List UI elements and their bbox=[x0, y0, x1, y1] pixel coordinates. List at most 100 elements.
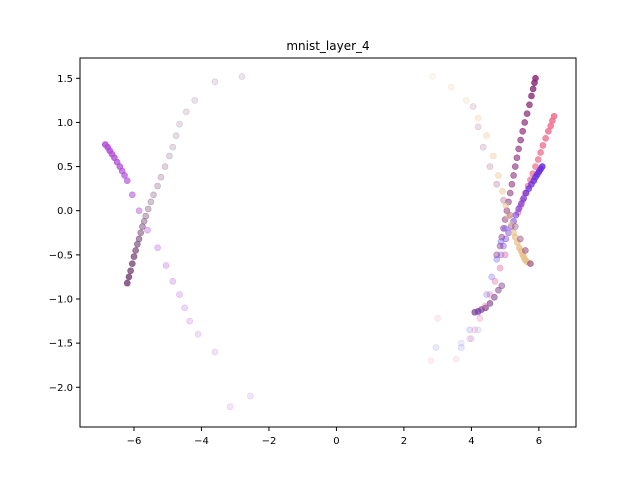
data-point-series-1 bbox=[211, 78, 219, 86]
data-point-series-4 bbox=[500, 242, 507, 250]
x-axis: −6 −4 −2 0 2 4 6 bbox=[127, 427, 542, 447]
y-tick-label: −1.0 bbox=[49, 294, 73, 305]
data-point-series-1 bbox=[172, 132, 180, 139]
data-point-series-1 bbox=[154, 182, 161, 190]
data-point-series-2 bbox=[528, 92, 535, 100]
data-point-series-4 bbox=[518, 200, 525, 207]
data-point-series-5 bbox=[429, 73, 436, 80]
data-point-series-9 bbox=[466, 326, 474, 334]
data-point-series-4 bbox=[502, 235, 510, 243]
data-point-series-8 bbox=[471, 326, 479, 334]
data-point-series-2 bbox=[529, 85, 537, 93]
data-point-series-2 bbox=[531, 79, 538, 87]
data-point-series-6 bbox=[493, 180, 501, 188]
x-tick-label: 0 bbox=[333, 436, 339, 447]
data-point-series-10 bbox=[452, 355, 460, 363]
data-point-series-2 bbox=[515, 145, 522, 153]
data-point-series-7 bbox=[498, 282, 506, 290]
data-point-series-0 bbox=[123, 177, 131, 185]
data-point-series-1 bbox=[182, 108, 190, 116]
data-point-series-6 bbox=[500, 196, 507, 204]
data-point-series-2 bbox=[526, 101, 533, 109]
chart-title: mnist_layer_4 bbox=[286, 39, 369, 53]
data-point-series-8 bbox=[466, 335, 474, 343]
data-point-series-8 bbox=[486, 291, 494, 298]
data-point-series-0 bbox=[144, 226, 151, 234]
data-point-series-1 bbox=[166, 152, 173, 160]
data-point-series-3 bbox=[539, 142, 547, 149]
data-point-series-9 bbox=[483, 291, 490, 298]
data-point-series-6 bbox=[469, 103, 477, 110]
data-point-series-10 bbox=[427, 357, 435, 365]
data-point-series-11 bbox=[432, 344, 440, 351]
data-point-series-4 bbox=[515, 205, 522, 213]
data-point-series-2 bbox=[519, 127, 526, 135]
y-tick-label: 1.0 bbox=[57, 118, 73, 129]
data-point-series-10 bbox=[434, 315, 441, 322]
data-point-series-2 bbox=[521, 119, 529, 126]
data-point-series-5 bbox=[463, 97, 470, 104]
x-tick-label: 6 bbox=[536, 436, 542, 447]
data-point-series-0 bbox=[186, 317, 193, 325]
data-point-series-9 bbox=[493, 255, 501, 263]
data-point-series-1 bbox=[144, 205, 152, 213]
data-point-series-0 bbox=[121, 172, 128, 179]
data-point-series-2 bbox=[500, 225, 507, 232]
data-point-series-6 bbox=[511, 223, 519, 230]
data-point-series-5 bbox=[505, 212, 512, 220]
plot-frame bbox=[79, 57, 577, 428]
data-point-series-4 bbox=[512, 211, 520, 219]
data-point-series-0 bbox=[176, 291, 183, 298]
data-point-series-7 bbox=[491, 293, 498, 301]
data-point-series-8 bbox=[481, 302, 489, 310]
data-point-series-1 bbox=[142, 212, 150, 220]
data-point-series-0 bbox=[181, 304, 188, 312]
data-point-series-6 bbox=[506, 211, 514, 219]
y-axis: −2.0 −1.5 −1.0 −0.5 0.0 0.5 1.0 1.5 bbox=[49, 74, 80, 394]
data-point-series-1 bbox=[147, 198, 155, 206]
y-tick-label: −0.5 bbox=[49, 250, 73, 261]
data-point-series-0 bbox=[135, 207, 143, 215]
data-point-series-1 bbox=[191, 97, 199, 104]
data-point-series-1 bbox=[150, 191, 157, 199]
data-point-series-5 bbox=[490, 152, 497, 160]
x-tick-label: −2 bbox=[262, 436, 277, 447]
data-point-series-11 bbox=[474, 326, 482, 334]
data-point-series-1 bbox=[176, 120, 183, 128]
data-points bbox=[102, 73, 558, 410]
data-point-series-9 bbox=[501, 225, 509, 232]
data-point-series-2 bbox=[506, 189, 514, 197]
data-point-series-0 bbox=[226, 403, 234, 410]
data-point-series-1 bbox=[132, 247, 139, 254]
data-point-series-3 bbox=[534, 156, 542, 163]
data-point-series-6 bbox=[474, 123, 482, 131]
data-point-series-3 bbox=[532, 163, 539, 170]
data-point-series-6 bbox=[479, 143, 487, 151]
data-point-series-6 bbox=[517, 235, 524, 243]
data-point-series-0 bbox=[211, 348, 219, 356]
data-point-series-5 bbox=[502, 202, 510, 209]
x-tick-label: −6 bbox=[127, 436, 142, 447]
x-tick-label: 2 bbox=[401, 436, 407, 447]
data-point-series-1 bbox=[123, 279, 131, 287]
data-point-series-3 bbox=[537, 149, 544, 156]
data-point-series-1 bbox=[125, 273, 133, 281]
data-point-series-2 bbox=[517, 136, 524, 144]
data-point-series-0 bbox=[169, 278, 177, 285]
x-tick-label: 4 bbox=[468, 436, 474, 447]
y-tick-label: 0.5 bbox=[57, 162, 73, 173]
data-point-series-9 bbox=[474, 308, 482, 316]
data-point-series-1 bbox=[135, 235, 143, 243]
data-point-series-11 bbox=[468, 335, 475, 343]
data-point-series-1 bbox=[169, 143, 177, 151]
data-point-series-1 bbox=[130, 253, 138, 260]
data-point-series-2 bbox=[511, 163, 519, 170]
data-point-series-1 bbox=[128, 260, 136, 267]
data-point-series-2 bbox=[498, 233, 506, 241]
data-point-series-9 bbox=[488, 273, 495, 281]
data-point-series-8 bbox=[501, 251, 509, 259]
data-point-series-7 bbox=[482, 304, 489, 312]
y-tick-label: 0.0 bbox=[57, 206, 73, 217]
data-point-series-0 bbox=[128, 191, 136, 199]
